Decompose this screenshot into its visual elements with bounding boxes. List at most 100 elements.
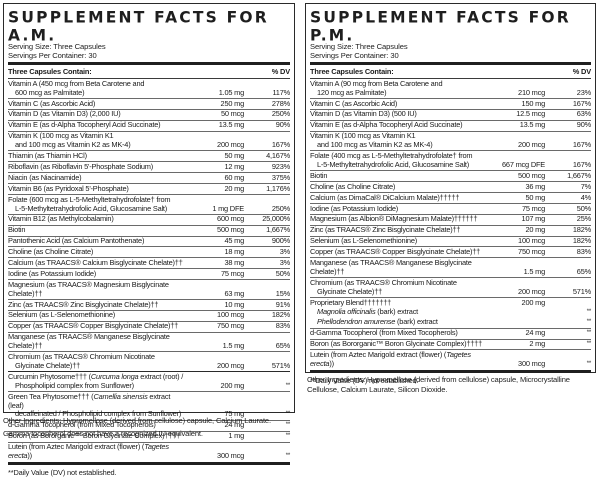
nutrient-amount: 50 mcg (220, 109, 244, 119)
nutrient-name-line: Selenium (as L-Selenomethionine) (310, 236, 417, 246)
nutrient-name: Iodine (as Potassium Iodide) (8, 269, 186, 279)
botanical-name-line: Phospholipid complex from Sunflower) (15, 380, 134, 390)
nutrient-row: Vitamin B6 (as Pyridoxal 5'-Phosphate) 20… (8, 184, 290, 196)
header-dv: % DV (271, 67, 290, 77)
nutrient-amount: 1 mg DFE (212, 203, 244, 213)
nutrient-name: Copper (as TRAACS® Copper Bisglycinate C… (8, 321, 186, 331)
nutrient-name-line: Riboflavin (as Riboflavin 5'-Phosphate S… (8, 161, 154, 171)
nutrient-amount: 12.5 mcg (516, 109, 545, 119)
nutrient-name: Folate (600 mcg as L-5-Methyltetrahydrof… (8, 194, 186, 214)
botanical-name: Lutein (from Aztec Marigold extract (flo… (8, 442, 186, 461)
botanical-dv: ** (285, 453, 290, 459)
nutrient-row: Vitamin B12 (as Methylcobalamin) 600 mcg 2… (8, 215, 290, 226)
nutrient-row: Folate (600 mcg as L-5-Methyltetrahydrof… (8, 195, 290, 215)
nutrient-amount: 200 mcg (217, 140, 244, 150)
nutrient-row: Niacin (as Niacinamide) 60 mg 375% (8, 172, 290, 185)
nutrient-name-line: Choline (as Choline Citrate) (8, 247, 94, 257)
nutrient-dv: 15% (275, 288, 290, 298)
botanical-name: Boron (as Bororganic™ Boron Glycinate Co… (310, 339, 487, 349)
servings-per-container: Servings Per Container: 30 (310, 50, 399, 60)
name-text: Boron (as Bororganic™ Boron Glycinate Co… (8, 431, 180, 441)
nutrient-dv: 91% (275, 299, 290, 309)
botanical-row: d-Gamma Tocopherol (from Mixed Tocophero… (8, 420, 290, 432)
nutrient-amount: 10 mg (224, 299, 244, 309)
nutrient-amount: 100 mcg (518, 236, 545, 246)
nutrient-name-line: and 100 mcg as Vitamin K2 as MK-4) (317, 140, 433, 150)
nutrient-dv: 182% (271, 310, 290, 320)
nutrient-name: Biotin (8, 225, 186, 235)
nutrient-name-line: Chromium (as TRAACS® Chromium Nicotinate (8, 352, 155, 362)
nutrient-dv: 1,667% (567, 170, 591, 180)
botanical-row: d-Gamma Tocopherol (from Mixed Tocophero… (310, 328, 591, 340)
nutrient-dv: 3% (279, 257, 290, 267)
nutrient-amount: 150 mg (521, 98, 546, 108)
nutrient-name-line: Folate (600 mcg as L-5-Methyltetrahydrof… (8, 194, 171, 204)
nutrient-row: Selenium (as L-Selenomethionine) 100 mcg 1… (8, 311, 290, 322)
other-ingredients: Other Ingredients: Hypromellose (derived… (307, 375, 570, 394)
nutrient-name-line: Niacin (as Niacinamide) (8, 172, 82, 182)
nutrient-row: Vitamin A (450 mcg from Beta Carotene an… (8, 79, 290, 99)
botanical-name-line: Lutein (from Aztec Marigold extract (flo… (8, 442, 186, 461)
nutrient-amount: 45 mg (224, 236, 244, 246)
nutrient-amount: 210 mcg (518, 87, 545, 97)
nutrient-row: Copper (as TRAACS® Copper Bisglycinate C… (310, 247, 591, 259)
nutrient-row: Vitamin E (as d-Alpha Tocopheryl Acid Su… (8, 120, 290, 132)
nutrient-amount: 667 mcg DFE (502, 159, 545, 169)
nutrient-name: Vitamin A (90 mcg from Beta Carotene and… (310, 79, 487, 98)
name-text: )) (329, 358, 334, 368)
nutrient-name: Zinc (as TRAACS® Zinc Bisglycinate Chela… (310, 225, 487, 235)
botanical-name-line: d-Gamma Tocopherol (from Mixed Tocophero… (8, 420, 186, 430)
nutrient-name-line: Iodine (as Potassium Iodide) (310, 203, 399, 213)
nutrient-dv: 90% (275, 120, 290, 130)
botanical-dv: ** (285, 411, 290, 418)
name-text: Curcumin Phytosome††† ( (8, 371, 91, 381)
nutrient-amount: 750 mcg (217, 321, 244, 331)
name-text: Boron (as Bororganic™ Boron Glycinate Co… (310, 339, 482, 349)
nutrient-row: Selenium (as L-Selenomethionine) 100 mcg 1… (310, 236, 591, 248)
latin-name: Camellia sinensis (93, 391, 148, 401)
nutrient-row: Biotin 500 mcg 1,667% (310, 170, 591, 183)
supplement-facts-am-panel: SUPPLEMENT FACTS FOR A.M. Serving Size: … (3, 3, 295, 477)
botanical-dv: ** (586, 330, 591, 337)
blend-item-row: Phellodendron amurense (bark) extract ** (310, 317, 591, 329)
botanical-row: Green Tea Phytosome††† (Camellia sinensi… (8, 392, 290, 421)
nutrient-row: Chromium (as TRAACS® Chromium Nicotinate… (310, 278, 591, 298)
nutrient-amount: 18 mg (224, 247, 244, 257)
nutrient-dv: 65% (576, 266, 591, 276)
nutrient-amount: 50 mg (224, 151, 244, 161)
nutrient-row: Choline (as Choline Citrate) 18 mg 3% (8, 247, 290, 259)
nutrient-dv: 117% (272, 87, 290, 97)
botanical-dv: ** (586, 341, 591, 348)
nutrient-dv: 65% (275, 341, 290, 351)
nutrient-dv: 3% (279, 247, 290, 257)
nutrient-row: Vitamin A (90 mcg from Beta Carotene and… (310, 79, 591, 99)
name-text: d-Gamma Tocopherol (from Mixed Tocophero… (8, 420, 156, 430)
nutrient-dv: 182% (572, 225, 591, 235)
nutrient-dv: 167% (271, 140, 290, 150)
name-text: (bark) extract (395, 317, 438, 327)
name-text: (bark) extract (375, 307, 419, 317)
nutrient-row: Chromium (as TRAACS® Chromium Nicotinate… (8, 352, 290, 373)
nutrient-amount: 1.5 mg (523, 266, 546, 276)
blend-item-row: Magnolia officinalis (bark) extract ** (310, 308, 591, 318)
table-header: Three Capsules Contain: % DV (8, 67, 290, 80)
nutrient-dv: 7% (580, 181, 591, 191)
nutrient-dv: 23% (576, 87, 591, 97)
name-text: Green Tea Phytosome††† ( (8, 391, 94, 401)
nutrient-name: Manganese (as TRAACS® Manganese Bisglyci… (8, 332, 186, 351)
supplement-facts-pm-panel: SUPPLEMENT FACTS FOR P.M. Serving Size: … (305, 3, 596, 385)
botanical-name: Green Tea Phytosome††† (Camellia sinensi… (8, 391, 186, 420)
nutrient-name: Pantothenic Acid (as Calcium Pantothenat… (8, 236, 186, 246)
nutrient-row: Zinc (as TRAACS® Zinc Bisglycinate Chela… (310, 225, 591, 237)
nutrient-dv: 278% (271, 98, 290, 108)
nutrient-amount: 13.5 mg (218, 120, 245, 130)
blend-item-name: Phellodendron amurense (bark) extract (310, 317, 487, 327)
nutrient-name-line: Selenium (as L-Selenomethionine) (8, 310, 115, 320)
botanical-name-line: Boron (as Bororganic™ Boron Glycinate Co… (310, 339, 487, 349)
botanical-name: Boron (as Bororganic™ Boron Glycinate Co… (8, 431, 186, 441)
nutrient-name: Vitamin C (as Ascorbic Acid) (310, 99, 487, 109)
nutrient-row: Zinc (as TRAACS® Zinc Bisglycinate Chela… (8, 300, 290, 311)
serving-size: Serving Size: Three Capsules (310, 42, 408, 51)
nutrient-name: Copper (as TRAACS® Copper Bisglycinate C… (310, 247, 487, 257)
botanical-name: Lutein (from Aztec Marigold extract (flo… (310, 350, 487, 369)
